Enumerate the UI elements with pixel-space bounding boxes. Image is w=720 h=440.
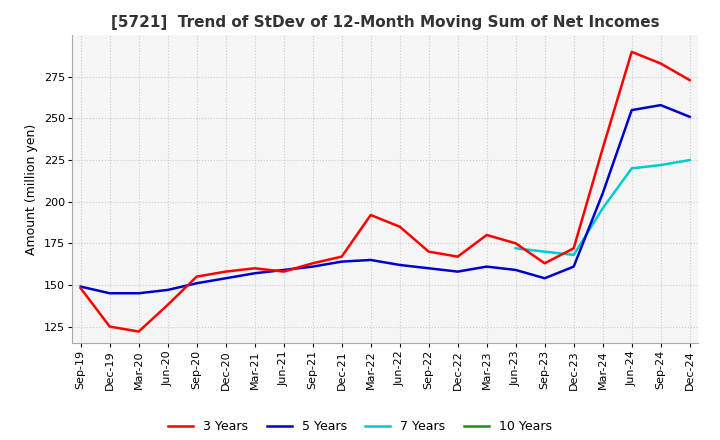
3 Years <box>424 249 433 254</box>
5 Years <box>135 290 143 296</box>
3 Years <box>192 274 201 279</box>
3 Years <box>76 286 85 291</box>
7 Years <box>511 246 520 251</box>
5 Years <box>395 262 404 268</box>
3 Years <box>163 302 172 308</box>
3 Years <box>105 324 114 329</box>
5 Years <box>366 257 375 263</box>
3 Years <box>454 254 462 259</box>
3 Years <box>627 49 636 55</box>
3 Years <box>685 77 694 83</box>
7 Years <box>541 249 549 254</box>
3 Years <box>570 246 578 251</box>
Title: [5721]  Trend of StDev of 12-Month Moving Sum of Net Incomes: [5721] Trend of StDev of 12-Month Moving… <box>111 15 660 30</box>
Y-axis label: Amount (million yen): Amount (million yen) <box>25 124 38 255</box>
5 Years <box>482 264 491 269</box>
5 Years <box>511 268 520 273</box>
5 Years <box>221 275 230 281</box>
Line: 3 Years: 3 Years <box>81 52 690 332</box>
5 Years <box>163 287 172 293</box>
5 Years <box>454 269 462 274</box>
7 Years <box>598 206 607 211</box>
5 Years <box>541 275 549 281</box>
5 Years <box>251 271 259 276</box>
5 Years <box>76 284 85 289</box>
7 Years <box>627 166 636 171</box>
5 Years <box>308 264 317 269</box>
3 Years <box>366 213 375 218</box>
7 Years <box>657 162 665 168</box>
3 Years <box>135 329 143 334</box>
5 Years <box>338 259 346 264</box>
5 Years <box>570 264 578 269</box>
5 Years <box>657 103 665 108</box>
5 Years <box>685 114 694 119</box>
5 Years <box>598 191 607 196</box>
3 Years <box>511 241 520 246</box>
3 Years <box>221 269 230 274</box>
Line: 5 Years: 5 Years <box>81 105 690 293</box>
7 Years <box>570 252 578 257</box>
5 Years <box>279 268 288 273</box>
3 Years <box>308 260 317 266</box>
3 Years <box>279 269 288 274</box>
5 Years <box>192 281 201 286</box>
3 Years <box>251 266 259 271</box>
3 Years <box>541 260 549 266</box>
7 Years <box>685 158 694 163</box>
5 Years <box>424 266 433 271</box>
Line: 7 Years: 7 Years <box>516 160 690 255</box>
5 Years <box>105 290 114 296</box>
5 Years <box>627 107 636 113</box>
3 Years <box>657 61 665 66</box>
3 Years <box>482 232 491 238</box>
3 Years <box>598 146 607 151</box>
3 Years <box>338 254 346 259</box>
3 Years <box>395 224 404 229</box>
Legend: 3 Years, 5 Years, 7 Years, 10 Years: 3 Years, 5 Years, 7 Years, 10 Years <box>163 415 557 438</box>
